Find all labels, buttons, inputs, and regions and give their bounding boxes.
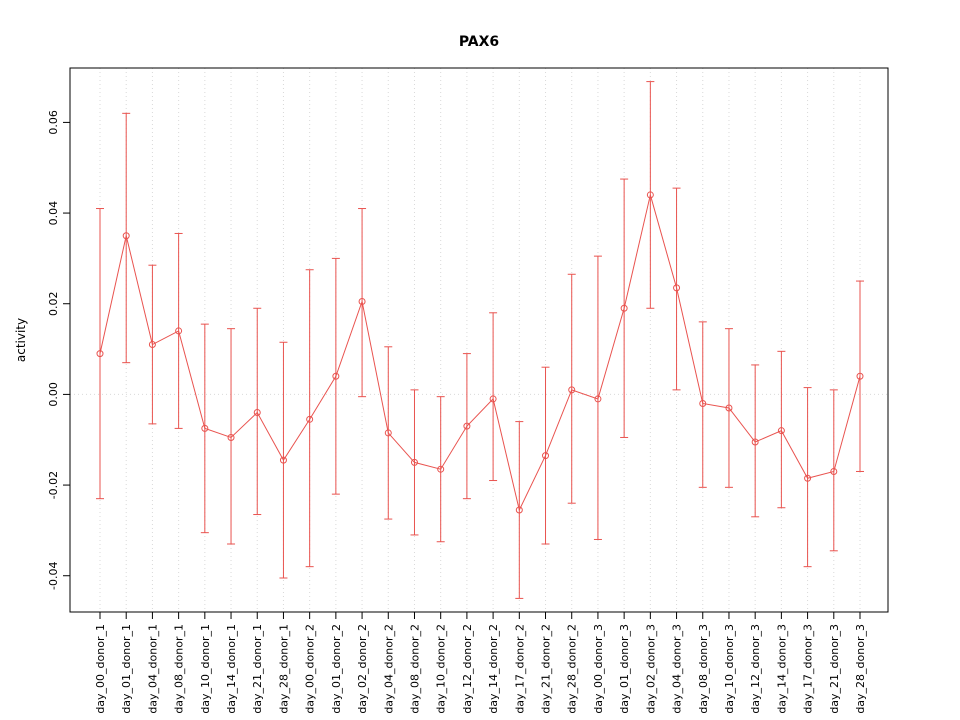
x-tick-label: day_00_donor_1 <box>94 624 107 714</box>
x-tick-label: day_17_donor_2 <box>513 624 526 714</box>
y-tick-label: 0.00 <box>47 382 60 407</box>
x-tick-label: day_08_donor_1 <box>173 624 186 714</box>
data-point <box>515 506 523 514</box>
data-point <box>568 386 576 394</box>
data-point <box>463 422 471 430</box>
x-tick-label: day_28_donor_2 <box>566 624 579 714</box>
data-point <box>227 433 235 441</box>
x-tick-label: day_01_donor_1 <box>120 624 133 714</box>
x-tick-label: day_01_donor_2 <box>330 624 343 714</box>
x-tick-label: day_04_donor_2 <box>382 624 395 714</box>
data-point <box>306 415 314 423</box>
x-tick-label: day_28_donor_1 <box>277 624 290 714</box>
x-tick-label: day_28_donor_3 <box>854 624 867 714</box>
data-point <box>253 409 261 417</box>
y-axis-label: activity <box>14 318 28 362</box>
data-point <box>751 438 759 446</box>
x-tick-label: day_14_donor_3 <box>775 624 788 714</box>
data-point <box>673 284 681 292</box>
series <box>96 81 864 599</box>
y-tick-label: -0.04 <box>47 561 60 589</box>
data-point <box>96 350 104 358</box>
data-point <box>175 327 183 335</box>
data-point <box>489 395 497 403</box>
data-point <box>620 304 628 312</box>
x-tick-label: day_00_donor_2 <box>304 624 317 714</box>
y-tick-label: -0.02 <box>47 471 60 499</box>
plot-border <box>69 67 889 613</box>
data-point <box>856 372 864 380</box>
data-point <box>699 399 707 407</box>
data-point <box>830 467 838 475</box>
data-point <box>279 456 287 464</box>
data-point <box>777 427 785 435</box>
x-tick-label: day_21_donor_2 <box>540 624 553 714</box>
chart-title: PAX6 <box>459 34 499 50</box>
data-point <box>437 465 445 473</box>
x-tick-label: day_08_donor_2 <box>408 624 421 714</box>
x-tick-label: day_14_donor_1 <box>225 624 238 714</box>
x-tick-label: day_14_donor_2 <box>487 624 500 714</box>
x-tick-label: day_08_donor_3 <box>697 624 710 714</box>
data-point <box>410 458 418 466</box>
x-tick-label: day_01_donor_3 <box>618 624 631 714</box>
data-point <box>594 395 602 403</box>
x-tick-label: day_10_donor_1 <box>199 624 212 714</box>
gridlines <box>70 68 888 612</box>
x-tick-label: day_21_donor_1 <box>251 624 264 714</box>
data-point <box>646 191 654 199</box>
data-point <box>201 424 209 432</box>
data-point <box>148 341 156 349</box>
y-tick-label: 0.02 <box>47 291 60 316</box>
y-tick-label: 0.06 <box>47 110 60 134</box>
data-point <box>358 297 366 305</box>
data-point <box>332 372 340 380</box>
x-tick-label: day_12_donor_3 <box>749 624 762 714</box>
data-point <box>122 232 130 240</box>
data-point <box>542 452 550 460</box>
x-tick-label: day_04_donor_3 <box>671 624 684 714</box>
x-tick-label: day_02_donor_3 <box>644 624 657 714</box>
x-tick-label: day_21_donor_3 <box>828 624 841 714</box>
x-tick-label: day_00_donor_3 <box>592 624 605 714</box>
data-point <box>804 474 812 482</box>
x-tick-label: day_10_donor_3 <box>723 624 736 714</box>
series-line <box>99 194 861 512</box>
data-point <box>384 429 392 437</box>
x-tick-label: day_04_donor_1 <box>146 624 159 714</box>
x-tick-label: day_10_donor_2 <box>435 624 448 714</box>
data-point <box>725 404 733 412</box>
x-tick-label: day_17_donor_3 <box>802 624 815 714</box>
x-tick-label: day_02_donor_2 <box>356 624 369 714</box>
x-tick-label: day_12_donor_2 <box>461 624 474 714</box>
y-tick-label: 0.04 <box>47 201 60 226</box>
axes: -0.04 -0.02 0.00 0.02 0.04 0.06 day_00_donor_1… <box>47 110 867 714</box>
